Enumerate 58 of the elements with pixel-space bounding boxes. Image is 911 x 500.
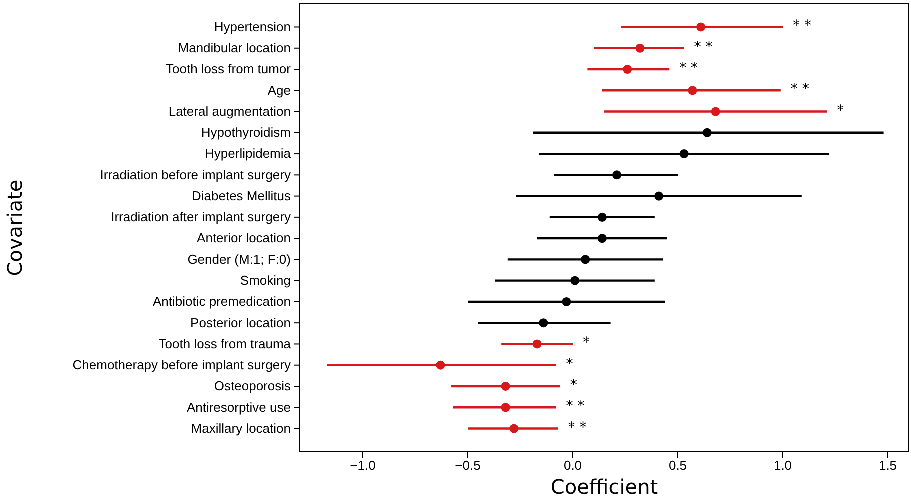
annotation: * * — [793, 18, 812, 34]
point — [581, 255, 590, 264]
point — [680, 150, 689, 159]
point — [501, 403, 510, 412]
y-tick-label: Osteoporosis — [214, 378, 292, 394]
point — [570, 276, 580, 286]
annotation: * — [570, 377, 578, 394]
x-tick-label: 1.5 — [878, 458, 898, 474]
y-tick-label: Gender (M:1; F:0) — [188, 252, 291, 267]
point — [598, 212, 607, 222]
point — [598, 234, 607, 244]
annotation: * * — [568, 420, 587, 436]
y-tick-label: Antiresorptive use — [186, 400, 291, 415]
annotation: * * — [680, 60, 698, 77]
annotation: * — [583, 335, 590, 352]
y-tick-label: Lateral augmentation — [168, 104, 291, 119]
annotation: * — [837, 102, 844, 119]
point — [612, 170, 622, 180]
y-tick-label: Hypertension — [214, 19, 291, 34]
x-tick-label: 0.5 — [668, 458, 688, 474]
point — [532, 340, 542, 349]
x-tick-label: −0.5 — [455, 458, 481, 474]
annotation: * — [566, 356, 574, 372]
y-axis-title: Covariate — [3, 180, 27, 276]
y-tick-label: Maxillary location — [191, 420, 291, 436]
y-tick-label: Tooth loss from tumor — [166, 62, 292, 77]
y-tick-label: Anterior location — [197, 230, 291, 246]
point — [636, 44, 645, 53]
point — [702, 128, 712, 138]
point — [539, 318, 548, 328]
annotation: * * — [566, 398, 585, 415]
y-tick-label: Irradiation after implant surgery — [111, 210, 292, 225]
y-tick-label: Tooth loss from trauma — [158, 336, 292, 352]
y-tick-label: Chemotherapy before implant surgery — [72, 358, 292, 373]
point — [510, 424, 519, 434]
point — [436, 360, 446, 370]
y-tick-label: Hyperlipidemia — [205, 146, 292, 162]
y-tick-label: Irradiation before implant surgery — [100, 167, 292, 182]
point — [711, 107, 720, 116]
x-axis-title: Coefficient — [550, 475, 658, 499]
y-tick-label: Antibiotic premedication — [152, 294, 291, 310]
y-tick-label: Smoking — [240, 272, 291, 288]
annotation: * * — [790, 82, 810, 98]
point — [623, 65, 632, 74]
y-tick-label: Posterior location — [190, 315, 291, 330]
annotation: * * — [694, 39, 713, 56]
point — [501, 382, 510, 391]
x-tick-label: 0.0 — [564, 458, 582, 474]
y-tick-label: Mandibular location — [178, 40, 291, 56]
point — [688, 86, 698, 96]
point — [654, 192, 664, 201]
x-tick-label: 1.0 — [774, 458, 792, 474]
y-tick-label: Diabetes Mellitus — [192, 188, 292, 204]
point — [562, 297, 572, 306]
point — [696, 22, 706, 32]
y-tick-label: Hypothyroidism — [201, 125, 291, 140]
y-tick-label: Age — [268, 82, 291, 98]
x-tick-label: −1.0 — [350, 458, 376, 474]
